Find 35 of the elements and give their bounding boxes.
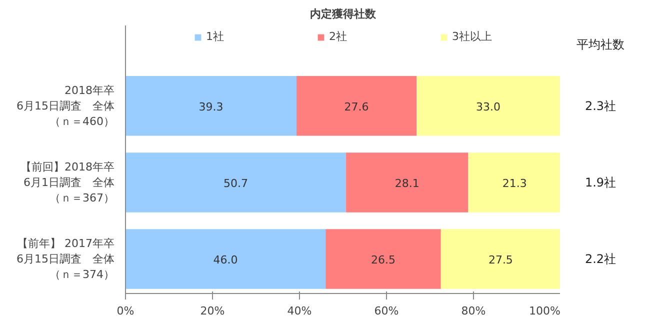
text: 2.2社 (584, 252, 616, 266)
data-label: 39.3 (198, 100, 224, 114)
x-tick-label: 40% (287, 304, 312, 318)
x-tick-label: 20% (200, 304, 225, 318)
legend-label: 1社 (206, 29, 225, 44)
data-label: 27.5 (488, 254, 513, 267)
y-tick-label: 2018年卒 6月15日調査 全体（ｎ＝460） (16, 84, 115, 128)
x-tick-label: 60% (374, 304, 399, 318)
x-tick-label: 0% (116, 304, 134, 318)
text: 1.9社 (584, 175, 616, 190)
data-label: 26.5 (370, 254, 396, 267)
chart-title: 内定獲得社数 (310, 8, 377, 20)
bar (126, 229, 326, 289)
data-label: 33.0 (476, 100, 501, 114)
data-label: 46.0 (213, 254, 238, 267)
data-label: 21.3 (502, 176, 527, 190)
bar (468, 152, 560, 212)
bar (326, 229, 441, 289)
text: 2.3社 (584, 98, 616, 113)
text: 平均社数 (576, 38, 624, 52)
data-label: 28.1 (394, 176, 420, 190)
legend-label: 3社以上 (452, 29, 492, 44)
legend-label: 2社 (329, 29, 348, 44)
data-label: 50.7 (224, 176, 248, 190)
bar (346, 152, 468, 212)
data-label: 27.6 (344, 100, 369, 114)
bar (126, 76, 296, 136)
y-tick-label: 【前回】2018年卒 6月1日調査 全体（ｎ＝367） (20, 160, 115, 205)
y-tick-label: 【前年】 2017年卒 6月15日調査 全体（ｎ＝374） (16, 236, 115, 282)
bar (416, 76, 560, 136)
bar (296, 76, 417, 136)
x-tick-label: 80% (461, 304, 486, 318)
x-tick-label: 100% (529, 304, 561, 318)
bar (126, 152, 346, 212)
bar (440, 229, 560, 289)
